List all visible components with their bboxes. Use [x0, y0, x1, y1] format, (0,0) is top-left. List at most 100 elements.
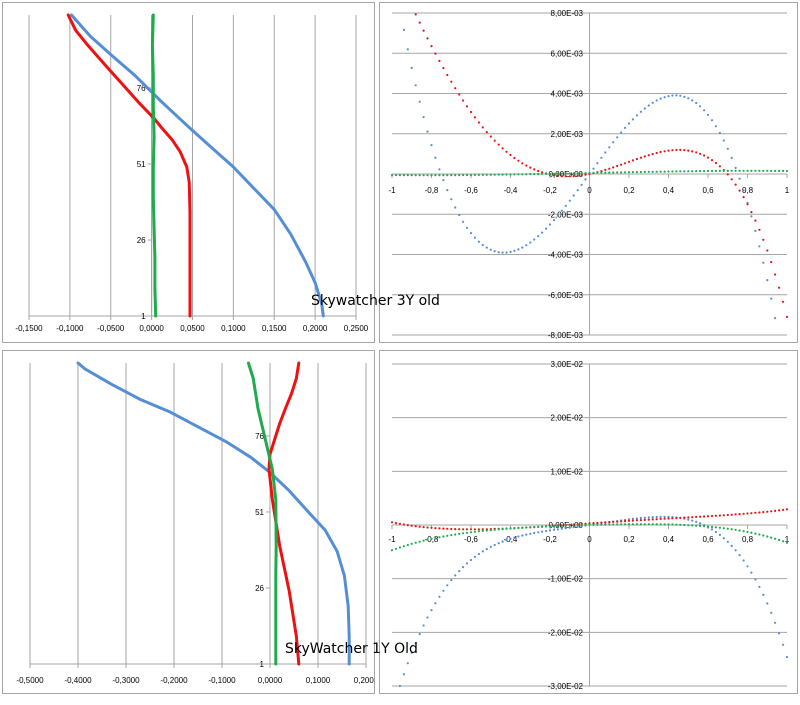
data-point [726, 173, 729, 176]
data-point [541, 530, 544, 533]
data-point [438, 527, 441, 530]
data-point [390, 549, 394, 552]
data-point [639, 523, 642, 526]
data-point [394, 522, 398, 525]
data-point [545, 172, 548, 175]
data-point [683, 516, 686, 519]
data-point [552, 528, 556, 531]
series-red-points [414, 13, 789, 318]
data-point [683, 95, 686, 98]
data-point [730, 513, 733, 516]
data-point [513, 173, 516, 176]
series-line-blue [76, 361, 351, 666]
data-point [635, 171, 638, 174]
x-tick-label: 0 [587, 186, 592, 195]
data-point [525, 164, 528, 167]
data-point [572, 172, 575, 175]
data-point [454, 574, 457, 577]
data-point [620, 523, 623, 526]
chart-profile-3y: -0,1500 -0,1000 -0,0500 0,0000 0,0500 0,1000 0… [15, 13, 369, 333]
x-tick-label: 0,0500 [180, 324, 205, 333]
data-point [513, 156, 516, 160]
data-point [548, 172, 552, 175]
data-point [473, 236, 476, 239]
data-point [501, 528, 504, 531]
data-point [458, 93, 461, 96]
x-tick-label: 0,1500 [262, 324, 287, 333]
data-point [477, 528, 480, 531]
data-point [465, 528, 469, 531]
data-point [785, 508, 789, 511]
data-point [659, 97, 662, 100]
data-point [454, 174, 457, 177]
data-point [434, 602, 437, 605]
data-point [529, 166, 532, 169]
data-point [529, 241, 532, 244]
data-point [394, 547, 398, 550]
data-point [651, 170, 654, 173]
data-point [639, 110, 642, 113]
panel-scatter-3y: -8,00E-03-6,00E-03-4,00E-03-2,00E-030,00… [379, 2, 798, 343]
x-tick-label: 0 [587, 535, 592, 544]
data-point [703, 525, 706, 528]
data-point [533, 168, 536, 171]
panel-profile-3y: -0,1500 -0,1000 -0,0500 0,0000 0,0500 0,1000 0… [2, 2, 375, 343]
data-point [469, 528, 473, 531]
data-point [541, 525, 544, 528]
data-point [695, 524, 698, 527]
data-point [584, 178, 587, 181]
x-tick-label: 1 [785, 535, 790, 544]
data-point [541, 231, 544, 234]
data-point [774, 273, 777, 276]
data-point [620, 131, 623, 134]
data-point [639, 516, 642, 520]
data-point [505, 251, 508, 254]
data-point [616, 171, 619, 174]
data-point [406, 662, 409, 665]
data-point [552, 219, 556, 222]
data-point [643, 170, 646, 173]
data-point [722, 139, 725, 142]
data-point [592, 171, 595, 174]
data-point [782, 540, 785, 543]
data-point [537, 531, 540, 534]
data-point [410, 66, 413, 69]
x-tick-label: 0,2000 [354, 676, 374, 685]
data-point [766, 279, 769, 282]
data-point [537, 169, 540, 173]
data-point [730, 544, 733, 547]
data-point [643, 523, 646, 526]
data-point [706, 525, 710, 528]
data-point [489, 248, 492, 251]
data-point [462, 566, 465, 569]
data-point [687, 149, 690, 152]
data-point [489, 529, 492, 532]
x-tick-label: 0,1000 [306, 676, 331, 685]
x-tick-label: -1 [388, 535, 396, 544]
data-point [564, 172, 567, 175]
data-point [576, 174, 579, 177]
data-point [738, 169, 741, 172]
data-point [770, 510, 773, 513]
data-point [604, 168, 607, 171]
data-point [521, 162, 524, 165]
data-point [446, 73, 449, 77]
data-point [454, 533, 457, 536]
data-point [509, 250, 512, 253]
data-point [734, 549, 737, 552]
data-point [659, 150, 662, 154]
x-tick-label: 0,4 [663, 186, 675, 195]
x-tick-label: 0,8 [742, 186, 754, 195]
data-point [485, 548, 488, 551]
data-point [438, 174, 441, 177]
data-point [750, 169, 753, 172]
data-point [762, 511, 765, 514]
y-tick-label: 2,00E-03 [551, 130, 584, 139]
data-point [651, 516, 654, 519]
data-point [754, 532, 757, 535]
data-point [647, 518, 650, 521]
data-point [774, 537, 777, 540]
data-point [462, 532, 465, 535]
data-point [699, 515, 702, 518]
data-point [426, 174, 429, 177]
